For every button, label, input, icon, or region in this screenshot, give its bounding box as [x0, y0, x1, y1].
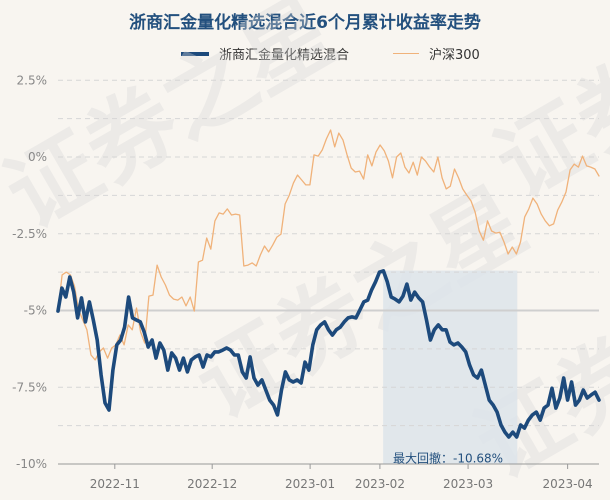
legend-item-fund[interactable]: 浙商汇金量化精选混合 — [181, 44, 349, 63]
legend-label-index: 沪深300 — [429, 48, 480, 63]
y-tick-label: -10% — [16, 457, 47, 471]
x-tick-label: 2023-03 — [443, 477, 493, 491]
y-tick-label: -5% — [24, 304, 47, 318]
x-tick-label: 2023-01 — [285, 477, 335, 491]
legend-swatch-index-icon — [393, 53, 419, 54]
x-axis: 2022-11 2022-12 2023-01 2023-02 2023-03 2023-… — [90, 464, 593, 491]
grid-lines — [58, 79, 599, 465]
max-drawdown-region — [383, 270, 518, 464]
legend-label-fund: 浙商汇金量化精选混合 — [219, 48, 350, 63]
series-lines — [56, 129, 601, 439]
max-drawdown-label: 最大回撤：-10.68% — [393, 450, 503, 465]
y-tick-label: -7.5% — [12, 380, 47, 394]
chart-legend: 浙商汇金量化精选混合 沪深300 — [0, 44, 610, 64]
x-tick-label: 2023-04 — [543, 477, 593, 491]
x-tick-label: 2023-02 — [355, 477, 405, 491]
y-tick-label: 0% — [28, 150, 47, 164]
legend-item-index[interactable]: 沪深300 — [393, 44, 480, 63]
y-tick-label: -2.5% — [12, 227, 47, 241]
fund-line — [56, 269, 601, 439]
y-axis: 2.5% 0% -2.5% -5% -7.5% -10% — [12, 73, 47, 471]
chart-title: 浙商汇金量化精选混合近6个月累计收益率走势 — [129, 13, 481, 33]
annotation-group: 最大回撤：-10.68% — [393, 450, 503, 465]
y-tick-label: 2.5% — [17, 73, 48, 87]
x-tick-label: 2022-12 — [187, 477, 237, 491]
watermark-text: 证券之星 — [0, 0, 353, 249]
index-line-hs300 — [57, 129, 600, 361]
x-tick-label: 2022-11 — [90, 477, 140, 491]
legend-swatch-fund-icon — [181, 51, 209, 56]
